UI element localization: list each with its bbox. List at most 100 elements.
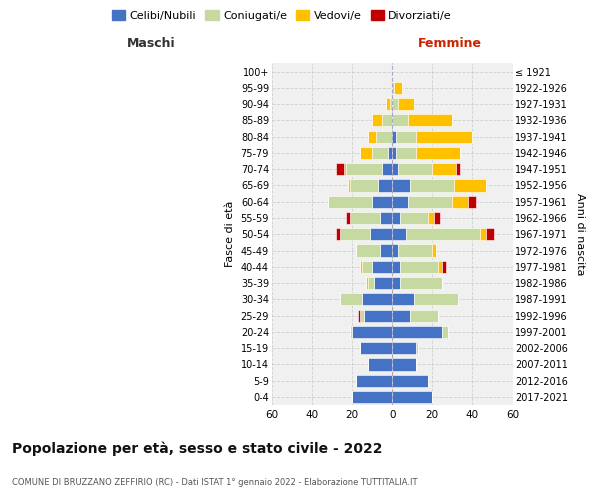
- Bar: [392, 228, 406, 240]
- Bar: [372, 196, 392, 208]
- Y-axis label: Fasce di età: Fasce di età: [225, 201, 235, 268]
- Bar: [394, 82, 402, 94]
- Bar: [410, 180, 454, 192]
- Bar: [392, 180, 410, 192]
- Bar: [469, 196, 476, 208]
- Bar: [350, 326, 352, 338]
- Bar: [396, 130, 416, 142]
- Legend: Celibi/Nubili, Coniugati/e, Vedovi/e, Divorziati/e: Celibi/Nubili, Coniugati/e, Vedovi/e, Di…: [107, 6, 457, 25]
- Bar: [408, 196, 452, 208]
- Bar: [382, 114, 392, 126]
- Bar: [380, 244, 392, 256]
- Bar: [382, 163, 392, 175]
- Bar: [346, 212, 350, 224]
- Y-axis label: Anni di nascita: Anni di nascita: [575, 193, 585, 276]
- Bar: [378, 180, 392, 192]
- Bar: [344, 163, 346, 175]
- Bar: [372, 260, 392, 273]
- Bar: [433, 244, 436, 256]
- Bar: [360, 310, 364, 322]
- Bar: [406, 228, 481, 240]
- Bar: [376, 130, 392, 142]
- Bar: [392, 310, 410, 322]
- Bar: [481, 228, 487, 240]
- Bar: [442, 260, 446, 273]
- Bar: [328, 196, 372, 208]
- Bar: [457, 163, 460, 175]
- Text: Maschi: Maschi: [127, 36, 176, 50]
- Bar: [388, 147, 392, 159]
- Bar: [336, 163, 344, 175]
- Bar: [392, 294, 414, 306]
- Bar: [454, 180, 487, 192]
- Bar: [360, 147, 372, 159]
- Bar: [392, 326, 442, 338]
- Bar: [416, 147, 460, 159]
- Bar: [368, 358, 392, 370]
- Bar: [392, 82, 394, 94]
- Bar: [433, 163, 457, 175]
- Bar: [370, 228, 392, 240]
- Bar: [360, 342, 392, 354]
- Bar: [392, 163, 398, 175]
- Bar: [392, 212, 400, 224]
- Bar: [352, 391, 392, 403]
- Bar: [390, 98, 392, 110]
- Bar: [386, 98, 390, 110]
- Bar: [428, 212, 434, 224]
- Bar: [400, 277, 442, 289]
- Bar: [374, 277, 392, 289]
- Bar: [372, 114, 382, 126]
- Bar: [350, 212, 380, 224]
- Bar: [398, 163, 433, 175]
- Bar: [392, 114, 408, 126]
- Bar: [392, 374, 428, 387]
- Bar: [362, 260, 372, 273]
- Text: Femmine: Femmine: [418, 36, 482, 50]
- Bar: [392, 277, 400, 289]
- Bar: [366, 277, 368, 289]
- Bar: [398, 98, 414, 110]
- Bar: [416, 130, 472, 142]
- Bar: [392, 98, 398, 110]
- Bar: [392, 342, 416, 354]
- Bar: [452, 196, 469, 208]
- Bar: [392, 358, 416, 370]
- Bar: [336, 228, 340, 240]
- Bar: [410, 310, 439, 322]
- Text: Popolazione per età, sesso e stato civile - 2022: Popolazione per età, sesso e stato civil…: [12, 441, 383, 456]
- Bar: [340, 294, 362, 306]
- Bar: [392, 147, 396, 159]
- Bar: [396, 147, 416, 159]
- Bar: [392, 130, 396, 142]
- Bar: [372, 147, 388, 159]
- Bar: [358, 310, 360, 322]
- Bar: [360, 260, 362, 273]
- Bar: [392, 260, 400, 273]
- Bar: [350, 180, 378, 192]
- Bar: [416, 342, 418, 354]
- Bar: [434, 212, 440, 224]
- Bar: [368, 130, 376, 142]
- Bar: [400, 260, 439, 273]
- Bar: [408, 114, 452, 126]
- Bar: [400, 212, 428, 224]
- Bar: [487, 228, 494, 240]
- Bar: [356, 374, 392, 387]
- Bar: [362, 294, 392, 306]
- Bar: [356, 244, 380, 256]
- Bar: [346, 163, 382, 175]
- Bar: [442, 326, 448, 338]
- Bar: [364, 310, 392, 322]
- Bar: [398, 244, 433, 256]
- Text: COMUNE DI BRUZZANO ZEFFIRIO (RC) - Dati ISTAT 1° gennaio 2022 - Elaborazione TUT: COMUNE DI BRUZZANO ZEFFIRIO (RC) - Dati …: [12, 478, 418, 487]
- Bar: [348, 180, 350, 192]
- Bar: [439, 260, 442, 273]
- Bar: [392, 244, 398, 256]
- Bar: [352, 326, 392, 338]
- Bar: [414, 294, 458, 306]
- Bar: [368, 277, 374, 289]
- Bar: [340, 228, 370, 240]
- Bar: [392, 391, 433, 403]
- Bar: [392, 196, 408, 208]
